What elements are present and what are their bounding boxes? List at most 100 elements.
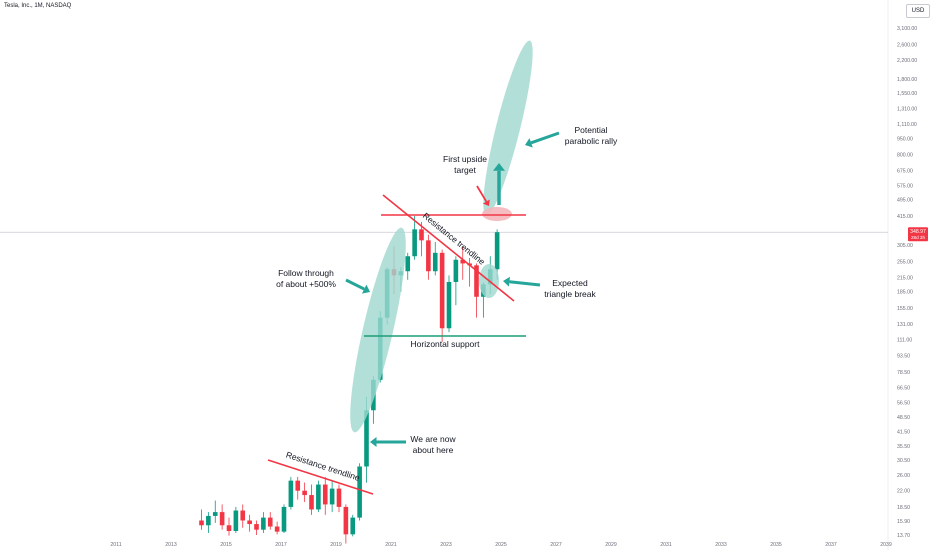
y-tick-label: 66.50 [897, 385, 910, 391]
upper-resistance-trendline [382, 194, 515, 302]
follow-through-label-line: of about +500% [276, 279, 336, 289]
price-tag-countdown: 28d 3h [911, 235, 925, 240]
candle-body [494, 232, 500, 270]
y-tick-label: 35.50 [897, 444, 910, 450]
first-target-arrow-shaft [476, 185, 488, 203]
candle-body [350, 517, 356, 535]
candle-body [281, 506, 287, 532]
candle-body [405, 256, 411, 272]
y-tick-label: 2,600.00 [897, 42, 917, 48]
candle-body [474, 265, 479, 297]
parabolic-ellipse [483, 40, 533, 216]
y-tick-label: 575.00 [897, 184, 913, 190]
x-tick-label: 2039 [880, 542, 892, 548]
candle-body [206, 515, 211, 526]
y-tick-label: 93.50 [897, 353, 910, 359]
y-tick-label: 13.70 [897, 533, 910, 539]
y-tick-label: 78.50 [897, 370, 910, 376]
x-tick-label: 2013 [165, 542, 177, 548]
x-axis[interactable]: 2011 2013 2015 2017 2019 2021 2023 2025 2027 2029… [110, 542, 891, 548]
candle-body [460, 259, 466, 264]
candle-body [329, 488, 335, 505]
triangle-arrow-head [503, 276, 510, 287]
y-tick-label: 675.00 [897, 169, 913, 175]
we-are-now-label-line: We are now [410, 434, 456, 444]
we-are-now-label: We are now about here [410, 434, 456, 455]
candle-body [288, 480, 294, 507]
follow-through-label-line: Follow through [278, 268, 334, 278]
lower-resistance-trendline [267, 459, 374, 495]
x-tick-label: 2015 [220, 542, 232, 548]
first-target-label: First upside target [443, 154, 487, 175]
follow-through-label: Follow through of about +500% [276, 268, 336, 289]
price-tag-value: 348.97 [910, 229, 926, 235]
x-tick-label: 2017 [275, 542, 287, 548]
candle-body [419, 229, 424, 241]
candle-body [316, 484, 321, 510]
y-tick-label: 48.50 [897, 415, 910, 421]
first-target-arrow-head [482, 199, 490, 206]
currency-button[interactable]: USD [906, 4, 930, 18]
triangle-label-line: Expected [552, 278, 588, 288]
candle-body [274, 526, 280, 532]
candle-body [439, 252, 445, 329]
x-tick-label: 2037 [825, 542, 837, 548]
y-tick-label: 1,800.00 [897, 77, 917, 83]
parabolic-arrow-shaft [530, 131, 560, 145]
symbol-title[interactable]: Tesla, Inc., 1M, NASDAQ [4, 3, 72, 9]
y-axis[interactable]: 3,100.00 2,600.00 2,200.00 1,800.00 1,550.00… [897, 26, 917, 539]
candle-body [199, 520, 204, 526]
candle-body [233, 510, 239, 531]
x-tick-label: 2027 [550, 542, 562, 548]
y-tick-label: 1,550.00 [897, 91, 917, 97]
candle-body [240, 510, 246, 521]
candle-body [364, 410, 369, 467]
x-tick-label: 2033 [715, 542, 727, 548]
annotation-shapes [267, 40, 560, 495]
candle-body [295, 480, 301, 491]
x-tick-label: 2011 [110, 542, 121, 548]
first-target-ellipse [482, 207, 512, 221]
x-tick-label: 2031 [660, 542, 672, 548]
y-tick-label: 255.00 [897, 260, 913, 266]
candle-body [322, 484, 328, 505]
candle-body [267, 517, 273, 527]
candle-body [446, 281, 452, 329]
we-are-now-arrow-head [370, 437, 377, 447]
candle-body [219, 512, 225, 526]
y-tick-label: 18.50 [897, 505, 910, 511]
follow-through-arrow-shaft [345, 278, 365, 291]
x-tick-label: 2029 [605, 542, 617, 548]
triangle-arrow-shaft [509, 280, 541, 287]
y-tick-label: 415.00 [897, 214, 913, 220]
candle-body [309, 495, 314, 510]
candle-body [453, 259, 459, 282]
y-tick-label: 185.00 [897, 290, 913, 296]
candle-body [426, 240, 431, 272]
candle-body [343, 506, 349, 535]
candle-body [432, 252, 438, 272]
x-tick-label: 2035 [770, 542, 782, 548]
y-tick-label: 2,200.00 [897, 58, 917, 64]
y-tick-label: 155.00 [897, 306, 913, 312]
candle-body [261, 517, 266, 530]
x-tick-label: 2021 [385, 542, 397, 548]
breakout-arrow-head [493, 163, 505, 171]
parabolic-label-line: parabolic rally [565, 136, 618, 146]
candle-body [357, 466, 362, 518]
y-tick-label: 1,310.00 [897, 107, 917, 113]
y-tick-label: 15.90 [897, 519, 910, 525]
y-tick-label: 41.50 [897, 429, 910, 435]
y-tick-label: 56.50 [897, 401, 910, 407]
price-tag-box [908, 227, 928, 242]
follow-through-arrow-head [361, 284, 370, 294]
support-label: Horizontal support [411, 339, 481, 349]
we-are-now-label-line: about here [413, 445, 454, 455]
y-tick-label: 111.00 [897, 337, 912, 343]
y-tick-label: 22.00 [897, 489, 910, 495]
y-tick-label: 3,100.00 [897, 26, 917, 32]
candle-body [212, 512, 218, 516]
